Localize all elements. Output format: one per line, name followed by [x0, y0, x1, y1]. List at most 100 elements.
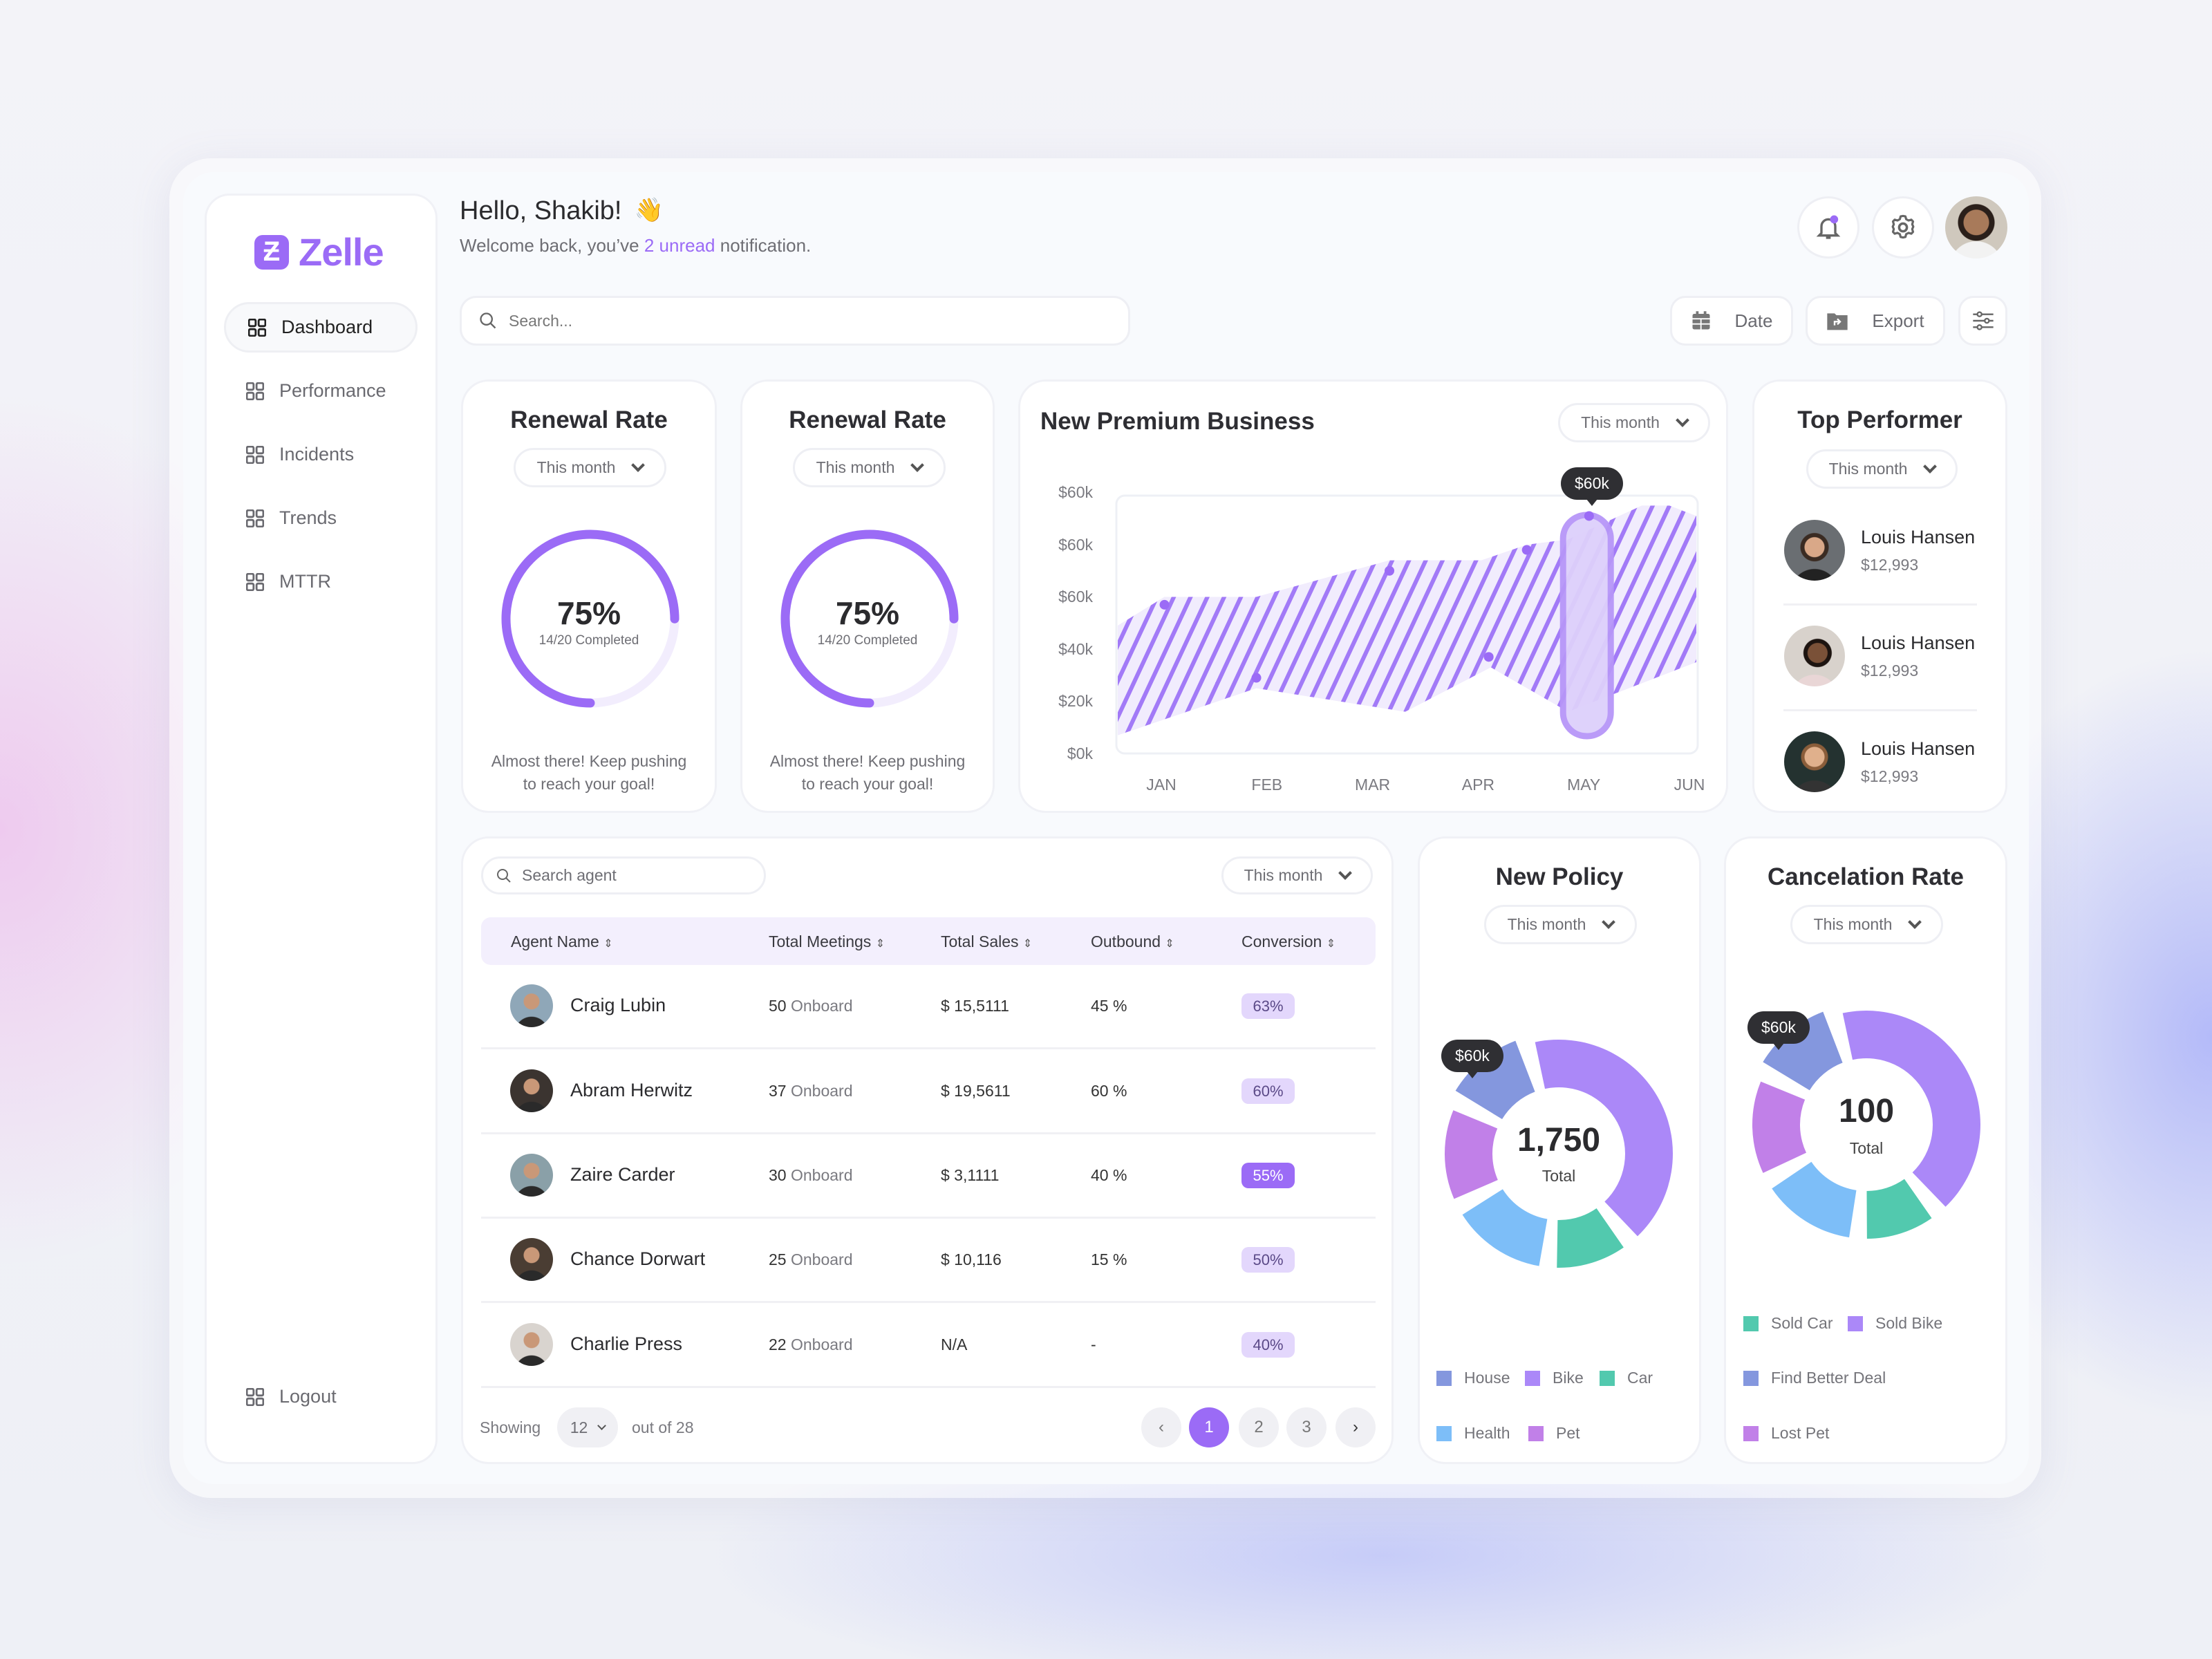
renewal-rate-card: Renewal Rate This month 75% 14/20 Comple…	[461, 379, 717, 813]
per-page-select[interactable]: 12	[557, 1407, 618, 1447]
period-dropdown[interactable]: This month	[793, 448, 946, 487]
agent-name[interactable]: Chance Dorwart	[570, 1248, 706, 1269]
data-point[interactable]	[1385, 565, 1395, 576]
meetings-count: 22	[769, 1335, 787, 1353]
settings-button[interactable]	[1872, 196, 1934, 259]
period-dropdown[interactable]: This month	[1558, 403, 1710, 442]
sidebar-item-trends[interactable]: Trends	[224, 493, 418, 543]
outbound-cell: 40 %	[1091, 1166, 1127, 1184]
legend-item: Sold Car	[1743, 1314, 1833, 1333]
gauge-percent: 75%	[835, 595, 900, 631]
legend-item: Sold Bike	[1848, 1314, 1942, 1333]
sidebar-item-incidents[interactable]: Incidents	[224, 429, 418, 480]
legend-label: House	[1464, 1369, 1510, 1387]
x-tick-label: MAR	[1355, 776, 1390, 794]
sidebar-item-dashboard[interactable]: Dashboard	[224, 302, 418, 353]
dropdown-label: This month	[1507, 915, 1586, 933]
row-divider	[481, 1047, 1376, 1049]
donut-center-value: 100	[1838, 1093, 1895, 1130]
legend-swatch	[1600, 1370, 1615, 1386]
performer-avatar	[1784, 626, 1845, 686]
prev-page-button[interactable]: ‹	[1141, 1407, 1181, 1447]
sidebar-item-mttr[interactable]: MTTR	[224, 556, 418, 607]
legend-item: Pet	[1528, 1424, 1580, 1443]
meetings-cell: 37 Onboard	[769, 1082, 853, 1100]
page-3-button[interactable]: 3	[1286, 1407, 1327, 1447]
column-header[interactable]: Total Sales ⇕	[941, 932, 1032, 951]
sliders-icon	[1972, 311, 1994, 330]
legend-swatch	[1528, 1425, 1544, 1441]
search-input[interactable]: Search...	[509, 311, 573, 330]
period-dropdown[interactable]: This month	[1484, 905, 1637, 944]
outbound-cell: -	[1091, 1335, 1096, 1353]
period-dropdown[interactable]: This month	[514, 448, 666, 487]
meetings-cell: 30 Onboard	[769, 1166, 853, 1185]
page-1-button[interactable]: 1	[1189, 1407, 1229, 1447]
new-premium-business-card: New Premium Business This month $0k $20k $…	[1018, 379, 1728, 813]
search-icon	[497, 868, 511, 883]
card-title: New Premium Business	[1040, 408, 1315, 435]
brand-name: Zelle	[299, 230, 384, 274]
data-point[interactable]	[1251, 673, 1262, 683]
chevron-down-icon	[1923, 459, 1938, 474]
out-of-label: out of 28	[632, 1418, 694, 1436]
next-page-button[interactable]: ›	[1335, 1407, 1376, 1447]
column-header[interactable]: Conversion ⇕	[1241, 932, 1335, 951]
data-point[interactable]	[1584, 511, 1594, 521]
sidebar-item-logout[interactable]: Logout	[224, 1371, 418, 1422]
user-avatar[interactable]	[1945, 196, 2007, 259]
notifications-button[interactable]	[1797, 196, 1859, 259]
column-header[interactable]: Agent Name ⇕	[511, 932, 613, 951]
agent-name[interactable]: Zaire Carder	[570, 1164, 675, 1185]
meetings-cell: 25 Onboard	[769, 1250, 853, 1269]
gauge-progress	[780, 529, 959, 708]
card-title: Renewal Rate	[510, 406, 668, 433]
export-button[interactable]: Export	[1806, 296, 1945, 346]
column-label: Outbound	[1091, 932, 1161, 950]
donut-center-value: 1,750	[1517, 1122, 1601, 1159]
x-tick-label: APR	[1462, 776, 1494, 794]
row-divider	[481, 1386, 1376, 1388]
agent-name[interactable]: Charlie Press	[570, 1333, 683, 1354]
sort-icon: ⇕	[1022, 938, 1033, 950]
export-label: Export	[1872, 310, 1924, 331]
brand-logo[interactable]: Ƶ Zelle	[254, 229, 384, 274]
dropdown-label: This month	[816, 458, 895, 476]
agent-search[interactable]: Search agent	[481, 856, 766, 894]
agent-name[interactable]: Craig Lubin	[570, 995, 666, 1015]
search-bar[interactable]: Search...	[460, 296, 1130, 346]
period-dropdown[interactable]: This month	[1221, 856, 1373, 894]
outbound-cell: 45 %	[1091, 997, 1127, 1015]
page-2-button[interactable]: 2	[1239, 1407, 1279, 1447]
gear-icon	[1891, 214, 1915, 239]
dropdown-label: This month	[1828, 460, 1908, 478]
folder-export-icon	[1827, 313, 1848, 330]
unread-link[interactable]: 2 unread	[644, 235, 715, 256]
agent-search-input[interactable]: Search agent	[522, 866, 617, 884]
donut-tooltip: $60k	[1747, 1011, 1810, 1050]
meetings-status: Onboard	[790, 1166, 853, 1184]
column-header[interactable]: Outbound ⇕	[1091, 932, 1174, 951]
legend-label: Bike	[1553, 1369, 1584, 1387]
highlight-bar[interactable]	[1559, 512, 1614, 740]
filter-button[interactable]	[1958, 296, 2007, 346]
data-point[interactable]	[1483, 652, 1494, 662]
data-point[interactable]	[1521, 545, 1532, 555]
data-point[interactable]	[1159, 599, 1170, 610]
chevron-down-icon	[1602, 915, 1616, 929]
card-title: New Policy	[1495, 863, 1624, 890]
legend-swatch	[1743, 1425, 1759, 1441]
period-dropdown[interactable]: This month	[1806, 449, 1958, 489]
legend-label: Sold Car	[1771, 1314, 1833, 1332]
grid-icon	[246, 509, 264, 527]
period-dropdown[interactable]: This month	[1790, 905, 1943, 944]
column-header[interactable]: Total Meetings ⇕	[769, 932, 885, 951]
x-tick-label: JUN	[1674, 776, 1705, 794]
meetings-status: Onboard	[790, 997, 853, 1015]
grid-icon	[246, 572, 264, 591]
agent-name[interactable]: Abram Herwitz	[570, 1080, 693, 1100]
legend-label: Car	[1627, 1369, 1653, 1387]
sidebar-item-performance[interactable]: Performance	[224, 366, 418, 416]
agent-avatar	[510, 1238, 553, 1281]
date-button[interactable]: Date	[1670, 296, 1793, 346]
